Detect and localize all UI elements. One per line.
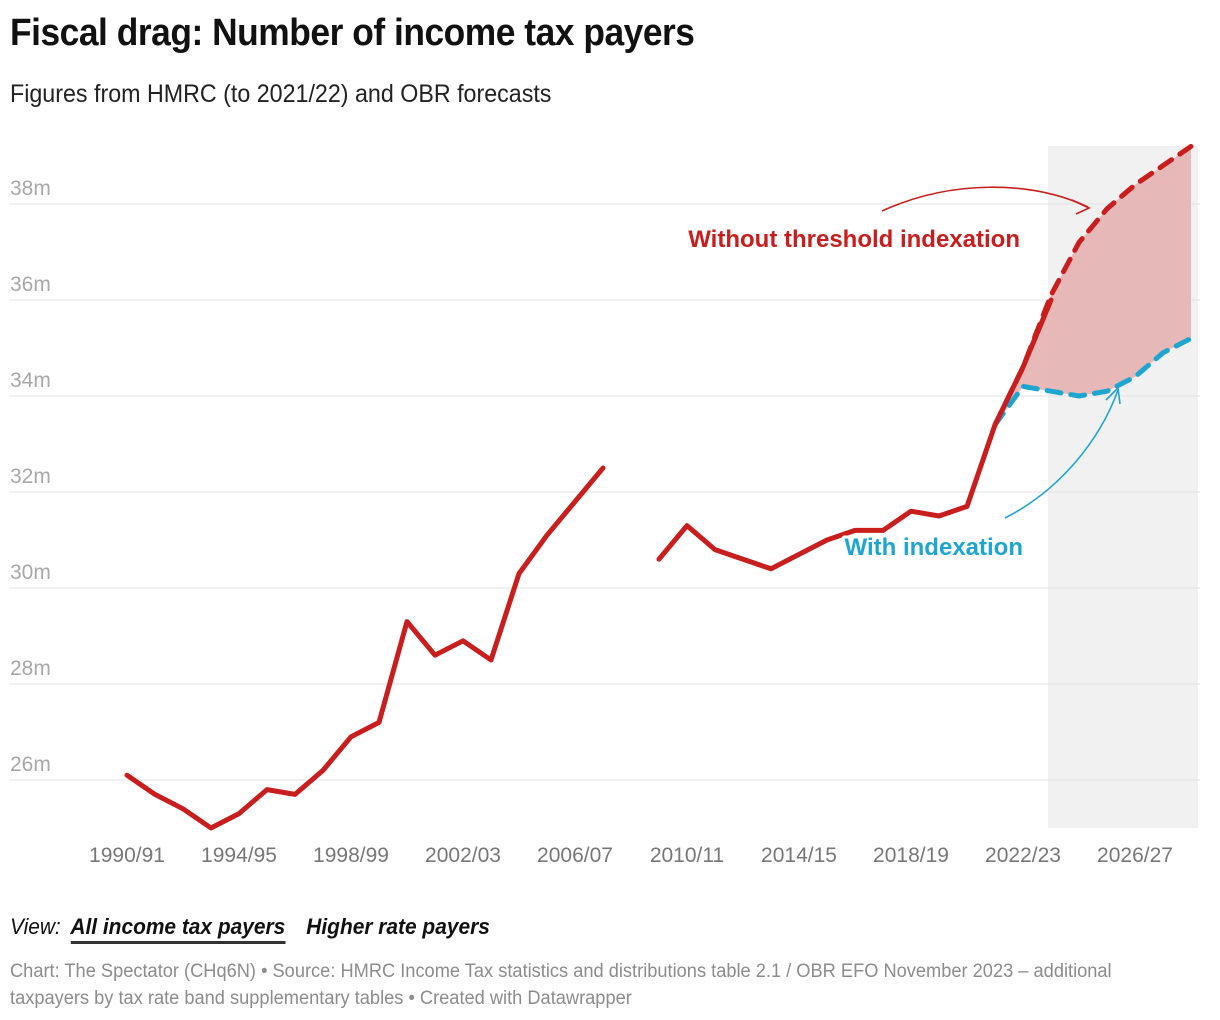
annotation-with-indexation: With indexation	[845, 534, 1023, 561]
x-tick-label: 2002/03	[425, 844, 501, 867]
y-tick-label: 36m	[10, 273, 51, 296]
chart-footer-source: Chart: The Spectator (CHq6N) • Source: H…	[10, 961, 1112, 1009]
annotation-arrowhead-blue	[1105, 386, 1121, 405]
x-tick-label: 1998/99	[313, 844, 389, 867]
annotation-without-indexation: Without threshold indexation	[688, 226, 1020, 253]
chart-subtitle: Figures from HMRC (to 2021/22) and OBR f…	[10, 80, 552, 108]
line-chart: 26m 28m 30m 32m 34m 36m 38m Without threshold …	[10, 143, 1200, 867]
x-tick-label: 2018/19	[873, 844, 949, 867]
y-tick-label: 30m	[10, 561, 51, 584]
y-tick-label: 26m	[10, 753, 51, 776]
view-option-all-income-tax-payers[interactable]: All income tax payers	[70, 914, 286, 944]
x-tick-label: 2026/27	[1097, 844, 1173, 867]
series-line-0	[124, 465, 606, 831]
forecast-gap-area	[995, 146, 1191, 425]
series-line-0	[656, 297, 1054, 572]
view-label: View:	[10, 914, 61, 939]
x-tick-label: 2014/15	[761, 844, 837, 867]
view-selector: View: All income tax payers Higher rate …	[10, 914, 490, 944]
annotation-arrowhead-red	[1071, 199, 1091, 215]
x-tick-label: 1994/95	[201, 844, 277, 867]
x-tick-label: 1990/91	[89, 844, 165, 867]
y-tick-label: 32m	[10, 465, 51, 488]
annotation-arrow-blue	[1004, 389, 1119, 519]
x-tick-label: 2010/11	[650, 844, 724, 867]
y-tick-label: 34m	[10, 369, 51, 392]
y-tick-label: 28m	[10, 657, 51, 680]
annotation-arrow-red	[881, 186, 1089, 212]
y-tick-label: 38m	[10, 177, 51, 200]
x-tick-label: 2006/07	[537, 844, 613, 867]
chart-title: Fiscal drag: Number of income tax payers	[10, 12, 695, 54]
x-tick-label: 2022/23	[985, 844, 1061, 867]
series-line-2	[992, 335, 1194, 428]
view-option-higher-rate-payers[interactable]: Higher rate payers	[306, 914, 490, 939]
